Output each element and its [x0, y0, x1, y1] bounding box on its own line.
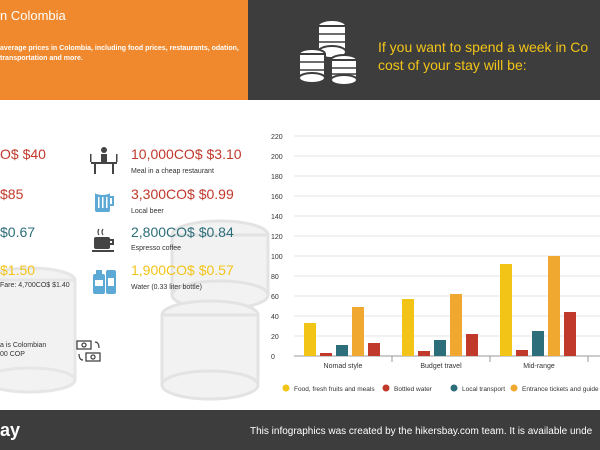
- y-tick-label: 0: [271, 354, 275, 361]
- bar: [368, 343, 380, 356]
- bar: [352, 307, 364, 356]
- currency-exchange-icon: [76, 340, 101, 362]
- y-tick-label: 220: [271, 134, 283, 141]
- cost-bar-chart: 0 20 40 60 80 100 120 140 160 180 200 220 Nomad styl…: [271, 134, 600, 393]
- page-subtitle: average prices in Colombia, including fo…: [0, 45, 239, 62]
- legend-label: Local transport: [462, 386, 505, 393]
- currency-note-line2: 00 COP: [0, 351, 25, 358]
- coin-stack-icon: [298, 19, 358, 86]
- water-bottle-icon: [93, 270, 116, 294]
- bar: [564, 312, 576, 356]
- coffee-icon: [92, 228, 114, 252]
- item-desc-meal: Meal in a cheap restaurant: [131, 168, 214, 175]
- y-tick-label: 100: [271, 254, 283, 261]
- item-desc-water: Water (0.33 liter bottle): [131, 284, 202, 291]
- y-tick-label: 180: [271, 174, 283, 181]
- y-tick-label: 80: [271, 274, 279, 281]
- bar: [516, 350, 528, 356]
- y-tick-label: 200: [271, 154, 283, 161]
- item-price-water: 1,900CO$ $0.57: [131, 262, 234, 278]
- legend-marker: [282, 384, 290, 392]
- left-price-2: $85: [0, 186, 24, 202]
- beer-icon: [94, 189, 114, 212]
- left-price-3: $0.67: [0, 224, 36, 240]
- footer-credit: This infographics was created by the hik…: [250, 426, 593, 437]
- legend-label: Entrance tickets and guide s: [522, 386, 600, 393]
- item-price-beer: 3,300CO$ $0.99: [131, 186, 234, 202]
- legend-marker: [510, 384, 518, 392]
- bar: [532, 331, 544, 356]
- footer-brand: ay: [0, 420, 21, 440]
- legend-marker: [382, 384, 390, 392]
- item-desc-coffee: Espresso coffee: [131, 245, 182, 252]
- legend-label: Food, fresh fruits and meals: [294, 386, 375, 393]
- x-tick-label: Nomad style: [324, 363, 363, 370]
- currency-note-line1: a is Colombian: [0, 342, 47, 349]
- left-price-4: $1.50: [0, 262, 36, 278]
- y-tick-label: 160: [271, 194, 283, 201]
- y-tick-label: 140: [271, 214, 283, 221]
- item-desc-beer: Local beer: [131, 208, 164, 215]
- y-tick-label: 20: [271, 334, 279, 341]
- bar: [434, 340, 446, 356]
- page-title: n Colombia: [0, 8, 66, 23]
- bar: [320, 353, 332, 356]
- bar: [548, 256, 560, 356]
- y-tick-label: 40: [271, 314, 279, 321]
- bar: [418, 351, 430, 356]
- bar: [500, 264, 512, 356]
- header-left-panel: n Colombia average prices in Colombia, i…: [0, 0, 248, 100]
- background-coin-stack: [160, 219, 270, 401]
- legend-label: Bottled water: [394, 386, 433, 393]
- chart-heading-line1: If you want to spend a week in Co: [378, 39, 589, 55]
- transport-fare-note: Fare: 4,700CO$ $1.40: [0, 282, 70, 289]
- x-tick-label: Budget travel: [420, 363, 462, 370]
- bar: [450, 294, 462, 356]
- chart-heading: If you want to spend a week in Co cost o…: [378, 38, 600, 74]
- footer: ay This infographics was created by the …: [0, 410, 600, 450]
- bar: [304, 323, 316, 356]
- chart-heading-line2: cost of your stay will be:: [378, 57, 527, 73]
- x-tick-label: Mid-range: [523, 363, 555, 370]
- bar: [466, 334, 478, 356]
- bar: [336, 345, 348, 356]
- item-price-coffee: 2,800CO$ $0.84: [131, 224, 234, 240]
- left-price-1: O$ $40: [0, 146, 46, 162]
- item-price-meal: 10,000CO$ $3.10: [131, 146, 242, 162]
- y-tick-label: 120: [271, 234, 283, 241]
- legend-marker: [450, 384, 458, 392]
- y-tick-label: 60: [271, 294, 279, 301]
- restaurant-icon: [90, 147, 118, 174]
- background-coin-stack: [0, 266, 77, 394]
- bar: [402, 299, 414, 356]
